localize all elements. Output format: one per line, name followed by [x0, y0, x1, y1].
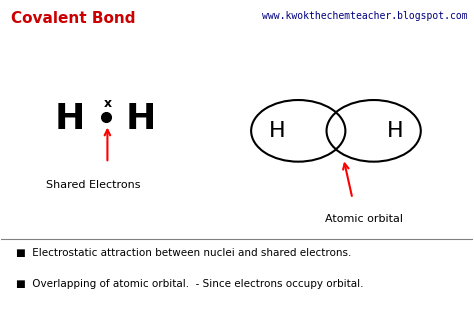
Text: H: H	[125, 101, 155, 136]
Text: ■  Overlapping of atomic orbital.  - Since electrons occupy orbital.: ■ Overlapping of atomic orbital. - Since…	[16, 279, 363, 289]
Text: x: x	[103, 97, 111, 110]
Text: H: H	[55, 101, 85, 136]
Circle shape	[327, 100, 421, 162]
Text: www.kwokthechemteacher.blogspot.com: www.kwokthechemteacher.blogspot.com	[262, 11, 468, 21]
Text: Atomic orbital: Atomic orbital	[325, 214, 403, 224]
Text: H: H	[386, 121, 403, 141]
Text: Shared Electrons: Shared Electrons	[46, 180, 140, 190]
Text: ■  Electrostatic attraction between nuclei and shared electrons.: ■ Electrostatic attraction between nucle…	[16, 248, 351, 258]
Circle shape	[251, 100, 346, 162]
Text: H: H	[269, 121, 285, 141]
Text: Covalent Bond: Covalent Bond	[11, 11, 135, 26]
